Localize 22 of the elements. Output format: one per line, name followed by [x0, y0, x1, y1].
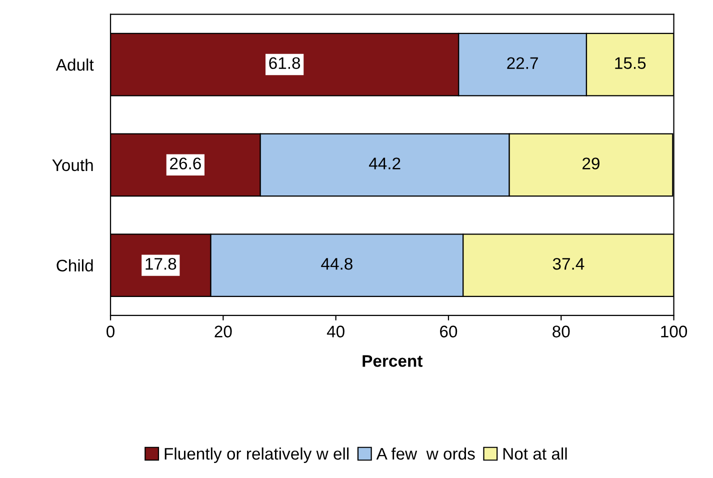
data-label: 29 — [582, 158, 600, 170]
x-tick-label: 0 — [106, 326, 114, 338]
y-tick-label: Adult — [56, 58, 94, 71]
legend-label: A few w ords — [376, 447, 475, 460]
data-label: 37.4 — [552, 258, 584, 270]
legend-label: Not at all — [503, 447, 567, 460]
x-tick-label: 80 — [552, 326, 570, 338]
legend-label: Fluently or relatively w ell — [164, 447, 349, 463]
x-tick-label: 40 — [326, 326, 344, 338]
data-label: 44.2 — [368, 158, 400, 170]
data-label: 26.6 — [170, 158, 201, 170]
x-axis-title: Percent — [362, 355, 423, 367]
y-tick-label: Child — [56, 259, 93, 272]
data-label: 22.7 — [507, 57, 538, 69]
data-label: 44.8 — [321, 258, 352, 270]
data-label: 61.8 — [269, 57, 300, 70]
x-tick-label: 100 — [661, 326, 688, 338]
x-tick-label: 20 — [214, 326, 232, 338]
x-tick-label: 60 — [440, 326, 458, 338]
data-label: 15.5 — [615, 57, 646, 70]
data-label: 17.8 — [146, 258, 176, 270]
y-tick-label: Youth — [52, 158, 93, 172]
